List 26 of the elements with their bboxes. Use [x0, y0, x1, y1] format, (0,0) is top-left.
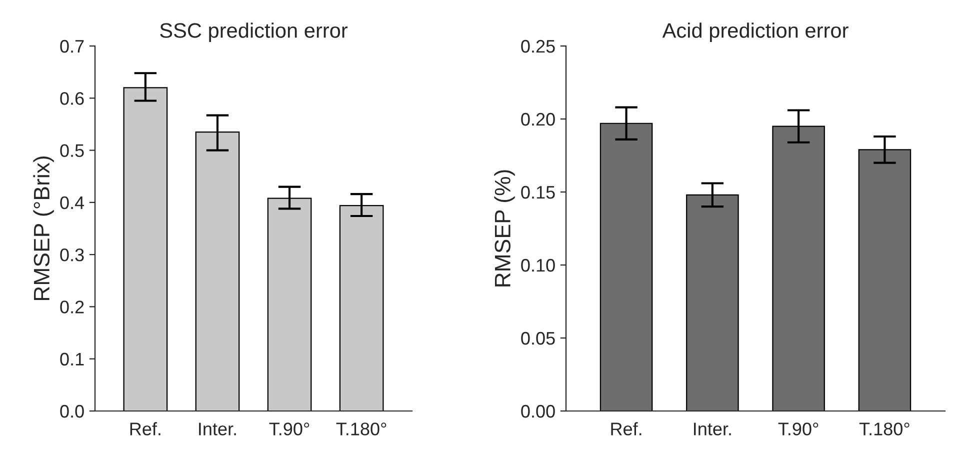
y-axis-title: RMSEP (°Brix): [33, 156, 54, 300]
x-tick-label: T.90°: [269, 422, 310, 436]
y-tick-label: 0.3: [60, 248, 84, 262]
y-tick-label: 0.7: [60, 40, 84, 53]
y-tick-label: 0.20: [521, 112, 555, 126]
y-tick-label: 0.00: [521, 404, 555, 418]
x-tick-label: T.180°: [336, 422, 386, 436]
y-tick-label: 0.2: [60, 300, 84, 314]
y-tick-label: 0.5: [60, 144, 84, 158]
chart-title: Acid prediction error: [662, 22, 848, 42]
x-tick-label: T.90°: [778, 422, 818, 436]
y-tick-label: 0.05: [521, 332, 555, 345]
y-axis-title: RMSEP (%): [494, 170, 515, 286]
chart-title: SSC prediction error: [160, 22, 348, 42]
x-tick-label: T.180°: [859, 422, 910, 436]
y-tick-label: 0.15: [521, 186, 555, 199]
x-tick-label: Inter.: [694, 422, 731, 436]
y-tick-label: 0.0: [60, 404, 84, 418]
y-tick-label: 0.10: [521, 258, 555, 272]
y-tick-label: 0.4: [60, 196, 84, 210]
y-tick-label: 0.25: [521, 40, 555, 53]
y-tick-label: 0.6: [60, 92, 84, 105]
y-tick-label: 0.1: [60, 352, 84, 366]
x-tick-label: Ref.: [130, 422, 160, 436]
x-tick-label: Inter.: [199, 422, 236, 436]
x-tick-label: Ref.: [611, 422, 642, 436]
